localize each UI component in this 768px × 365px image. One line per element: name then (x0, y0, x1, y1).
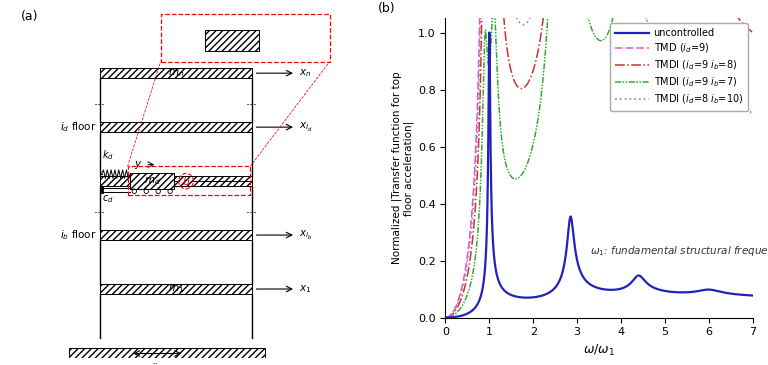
Bar (100, 122, 252, 132)
Line: TMD ($i_d$=9): TMD ($i_d$=9) (445, 0, 753, 318)
Bar (127, 166, 250, 195)
Text: $c_d$: $c_d$ (102, 193, 114, 205)
uncontrolled (664, 289, 674, 294)
Text: (a): (a) (21, 9, 38, 23)
TMDI ($i_d$=9 $i_b$=7) (748, 111, 757, 115)
TMDI ($i_d$=9 $i_b$=7) (739, 104, 748, 109)
TMDI ($i_d$=9 $i_b$=7) (723, 88, 733, 93)
Bar (131, 173, 174, 189)
X-axis label: $\omega/\omega_1$: $\omega/\omega_1$ (583, 343, 615, 358)
uncontrolled (570, 243, 579, 247)
Bar (100, 230, 252, 240)
Text: $\omega_1$: fundamental structural frequency: $\omega_1$: fundamental structural frequ… (591, 243, 768, 258)
Bar (100, 176, 252, 186)
TMDI ($i_d$=8 $i_b$=10) (441, 315, 450, 320)
uncontrolled (748, 293, 757, 298)
uncontrolled (485, 30, 494, 35)
Bar (100, 176, 252, 186)
Text: $b$: $b$ (182, 175, 190, 187)
Text: $i_b$ floor: $i_b$ floor (60, 228, 97, 242)
Bar (69, 348, 266, 358)
Text: $F_b$: $F_b$ (162, 43, 174, 55)
Bar (100, 284, 252, 294)
Bar (100, 68, 252, 78)
Text: $x_{i_b}$: $x_{i_b}$ (300, 228, 313, 242)
Line: uncontrolled: uncontrolled (445, 32, 753, 318)
Text: $y$: $y$ (206, 18, 214, 28)
Text: $x_n$: $x_n$ (300, 67, 312, 79)
Text: $\ddot{x}_g$: $\ddot{x}_g$ (151, 362, 164, 365)
TMDI ($i_d$=9 $i_b$=7) (587, 26, 596, 31)
uncontrolled (723, 291, 733, 295)
Text: $x_1$: $x_1$ (300, 283, 312, 295)
Bar (100, 284, 252, 294)
TMDI ($i_d$=9 $i_b$=8) (748, 30, 757, 35)
Bar (100, 122, 252, 132)
uncontrolled (572, 258, 581, 262)
uncontrolled (739, 293, 748, 297)
Text: $k_d$: $k_d$ (102, 148, 114, 162)
Bar (131, 173, 174, 189)
Bar (100, 230, 252, 240)
Line: TMDI ($i_d$=8 $i_b$=10): TMDI ($i_d$=8 $i_b$=10) (445, 0, 753, 318)
Text: ...: ... (246, 95, 258, 108)
Text: $m_n$: $m_n$ (167, 67, 184, 79)
Bar (161, 14, 329, 62)
Text: (b): (b) (378, 2, 396, 15)
Legend: uncontrolled, TMD ($i_d$=9), TMDI ($i_d$=9 $i_b$=8), TMDI ($i_d$=9 $i_b$=7), TMD: uncontrolled, TMD ($i_d$=9), TMDI ($i_d$… (610, 23, 748, 111)
Text: ...: ... (94, 95, 106, 108)
Line: TMDI ($i_d$=9 $i_b$=8): TMDI ($i_d$=9 $i_b$=8) (445, 0, 753, 318)
TMDI ($i_d$=9 $i_b$=8) (441, 315, 450, 320)
uncontrolled (587, 283, 596, 287)
Text: ...: ... (246, 203, 258, 216)
Text: $m_d$: $m_d$ (144, 175, 161, 187)
Bar (204, 30, 259, 51)
TMD ($i_d$=9) (441, 315, 450, 320)
Text: ...: ... (94, 203, 106, 216)
TMDI ($i_d$=9 $i_b$=8) (723, 0, 733, 4)
Text: $x_{i_d}$: $x_{i_d}$ (300, 120, 313, 134)
Bar (69, 348, 266, 358)
Text: $y$: $y$ (134, 159, 143, 170)
Y-axis label: Normalized |Transfer function for top
floor acceleration|: Normalized |Transfer function for top fl… (391, 72, 414, 264)
TMDI ($i_d$=9 $i_b$=7) (441, 315, 450, 320)
Text: $F_b$: $F_b$ (290, 43, 301, 55)
Text: $x_b$: $x_b$ (262, 18, 273, 28)
TMDI ($i_d$=9 $i_b$=8) (739, 22, 748, 26)
Text: $i_d$ floor: $i_d$ floor (60, 120, 97, 134)
Bar (204, 30, 259, 51)
Line: TMDI ($i_d$=9 $i_b$=7): TMDI ($i_d$=9 $i_b$=7) (445, 0, 753, 318)
TMDI ($i_d$=9 $i_b$=7) (664, 62, 674, 66)
Text: $m_1$: $m_1$ (168, 283, 184, 295)
Bar (100, 68, 252, 78)
uncontrolled (441, 315, 450, 320)
